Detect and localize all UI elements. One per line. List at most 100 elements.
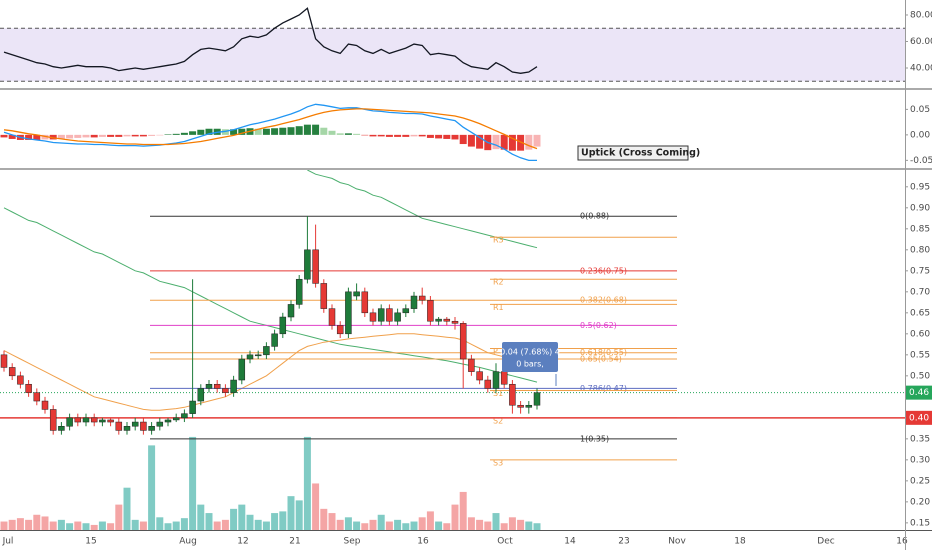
- volume-bar: [426, 511, 434, 530]
- histogram-bar: [131, 134, 139, 137]
- volume-bar: [221, 519, 229, 530]
- histogram-bar: [33, 134, 41, 140]
- volume-bar: [262, 521, 270, 530]
- histogram-bar: [336, 133, 344, 135]
- candle-body: [476, 371, 483, 381]
- candle-body: [435, 318, 442, 322]
- histogram-bar: [508, 134, 516, 151]
- histogram-bar: [443, 134, 451, 139]
- candle-body: [320, 283, 328, 309]
- histogram-bar: [402, 134, 410, 137]
- histogram-bar: [451, 134, 459, 140]
- candle-body: [386, 308, 393, 322]
- histogram-bar: [90, 134, 98, 138]
- histogram-bar: [295, 126, 303, 135]
- candle-body: [443, 318, 451, 322]
- histogram-bar: [164, 134, 172, 135]
- histogram-bar: [418, 134, 426, 137]
- histogram-bar: [262, 128, 270, 135]
- volume-bar: [123, 487, 131, 530]
- y-tick-label: 0.15: [910, 518, 930, 528]
- macd-line: [3, 103, 537, 162]
- candle-body: [41, 400, 49, 410]
- pivot-label: R2: [493, 278, 504, 287]
- candle-body: [451, 320, 459, 324]
- candle-body: [287, 304, 295, 318]
- candle-body: [263, 346, 270, 356]
- candle-body: [353, 291, 360, 297]
- volume-bar: [25, 519, 33, 530]
- volume-bar: [484, 521, 492, 530]
- volume-bar: [189, 436, 197, 530]
- volume-bar: [205, 513, 213, 530]
- pivot-label: S3: [493, 458, 503, 467]
- fib-label: 0.382(0.68): [580, 296, 627, 305]
- volume-bar: [467, 517, 475, 530]
- candle-body: [172, 417, 180, 421]
- volume-bar: [98, 521, 106, 530]
- volume-bar: [508, 517, 516, 530]
- histogram-bar: [57, 134, 65, 139]
- volume-bar: [74, 521, 82, 530]
- y-tick-label: 0.00: [910, 130, 930, 140]
- candle-body: [336, 325, 344, 335]
- candle-body: [140, 421, 147, 431]
- x-tick-label: 15: [85, 537, 96, 547]
- fib-label: 0.5(0.62): [580, 321, 617, 330]
- y-tick-label: 40.00: [910, 63, 932, 73]
- volume-bar: [180, 518, 188, 530]
- x-tick-label: 21: [289, 537, 300, 547]
- volume-bar: [90, 524, 98, 530]
- histogram-bar: [533, 134, 541, 147]
- fib-label: 0(0.88): [580, 212, 609, 221]
- volume-bar: [82, 523, 90, 530]
- volume-bar: [435, 521, 443, 530]
- signal-line: [3, 108, 538, 150]
- y-tick-label: 0.70: [910, 287, 930, 297]
- volume-bar: [476, 519, 484, 530]
- candle-body: [8, 367, 16, 377]
- candle-body: [377, 308, 385, 322]
- histogram-bar: [197, 129, 205, 135]
- histogram-bar: [139, 134, 147, 137]
- candle-body: [468, 358, 475, 372]
- pivot-label: S1: [493, 389, 503, 398]
- volume-bar: [402, 523, 410, 530]
- candle-body: [164, 419, 172, 423]
- candle-body: [90, 417, 98, 423]
- volume-bar: [303, 436, 311, 530]
- y-tick-label: 80.00: [910, 10, 932, 20]
- volume-bar: [336, 519, 344, 530]
- volume-bar: [328, 513, 336, 530]
- histogram-bar: [205, 128, 213, 135]
- x-tick-label: 12: [237, 537, 248, 547]
- candle-body: [304, 249, 311, 280]
- volume-bar: [57, 519, 65, 530]
- histogram-bar: [172, 133, 180, 135]
- candle-body: [295, 278, 303, 305]
- x-tick-label: Sep: [344, 537, 361, 547]
- volume-bar: [410, 521, 418, 530]
- volume-bar: [377, 514, 385, 530]
- histogram-bar: [394, 134, 402, 137]
- pivot-label: P: [493, 347, 498, 356]
- measure-text: 0 bars,: [516, 360, 544, 369]
- volume-bar: [246, 514, 254, 530]
- volume-bar: [156, 517, 164, 530]
- axes: 80.00 60.00 40.00 0.05 0.00 -0.05 0.95 0.90 0.85…: [2, 10, 932, 547]
- histogram-bar: [344, 133, 352, 135]
- histogram-bar: [361, 134, 369, 136]
- candle-body: [222, 388, 229, 393]
- volume-bar: [287, 496, 295, 530]
- histogram-bar: [25, 134, 33, 140]
- volume-bar: [238, 504, 246, 530]
- x-tick-label: 16: [896, 537, 908, 547]
- volume-bar: [230, 508, 238, 530]
- histogram-bar: [8, 134, 16, 139]
- histogram-bar: [41, 134, 49, 140]
- histogram-bar: [385, 134, 393, 137]
- candle-body: [25, 383, 32, 393]
- candle-body: [492, 371, 500, 389]
- histogram-bar: [492, 134, 500, 150]
